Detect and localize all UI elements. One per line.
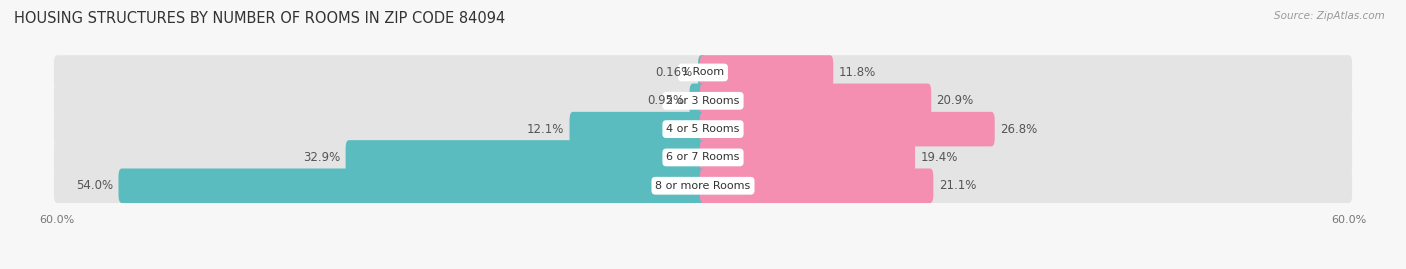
FancyBboxPatch shape bbox=[53, 55, 1353, 90]
Text: 21.1%: 21.1% bbox=[939, 179, 976, 192]
Text: 1 Room: 1 Room bbox=[682, 68, 724, 77]
Text: Source: ZipAtlas.com: Source: ZipAtlas.com bbox=[1274, 11, 1385, 21]
FancyBboxPatch shape bbox=[53, 140, 1353, 175]
Text: 4 or 5 Rooms: 4 or 5 Rooms bbox=[666, 124, 740, 134]
Text: 20.9%: 20.9% bbox=[936, 94, 974, 107]
FancyBboxPatch shape bbox=[700, 168, 934, 203]
FancyBboxPatch shape bbox=[689, 84, 706, 118]
Text: 32.9%: 32.9% bbox=[302, 151, 340, 164]
FancyBboxPatch shape bbox=[53, 112, 1353, 146]
Text: 6 or 7 Rooms: 6 or 7 Rooms bbox=[666, 153, 740, 162]
Text: 26.8%: 26.8% bbox=[1000, 123, 1038, 136]
Text: 12.1%: 12.1% bbox=[527, 123, 564, 136]
Text: 0.16%: 0.16% bbox=[655, 66, 693, 79]
Text: 8 or more Rooms: 8 or more Rooms bbox=[655, 181, 751, 191]
FancyBboxPatch shape bbox=[53, 84, 1353, 118]
Text: 0.95%: 0.95% bbox=[647, 94, 685, 107]
Text: HOUSING STRUCTURES BY NUMBER OF ROOMS IN ZIP CODE 84094: HOUSING STRUCTURES BY NUMBER OF ROOMS IN… bbox=[14, 11, 505, 26]
Text: 19.4%: 19.4% bbox=[921, 151, 957, 164]
FancyBboxPatch shape bbox=[700, 84, 931, 118]
FancyBboxPatch shape bbox=[53, 168, 1353, 203]
Text: 2 or 3 Rooms: 2 or 3 Rooms bbox=[666, 96, 740, 106]
Legend: Owner-occupied, Renter-occupied: Owner-occupied, Renter-occupied bbox=[565, 264, 841, 269]
FancyBboxPatch shape bbox=[569, 112, 706, 146]
FancyBboxPatch shape bbox=[346, 140, 706, 175]
FancyBboxPatch shape bbox=[118, 168, 706, 203]
Text: 54.0%: 54.0% bbox=[76, 179, 112, 192]
FancyBboxPatch shape bbox=[700, 140, 915, 175]
FancyBboxPatch shape bbox=[697, 55, 706, 90]
FancyBboxPatch shape bbox=[700, 112, 994, 146]
FancyBboxPatch shape bbox=[700, 55, 834, 90]
Text: 11.8%: 11.8% bbox=[838, 66, 876, 79]
